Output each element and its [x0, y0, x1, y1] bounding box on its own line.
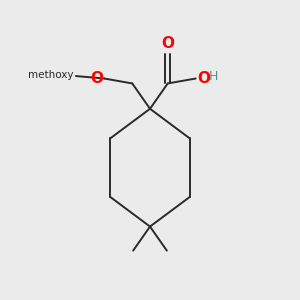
Text: H: H	[209, 70, 218, 83]
Text: O: O	[90, 71, 103, 86]
Text: O: O	[197, 71, 210, 86]
Text: methoxy: methoxy	[28, 70, 74, 80]
Text: O: O	[161, 35, 174, 50]
